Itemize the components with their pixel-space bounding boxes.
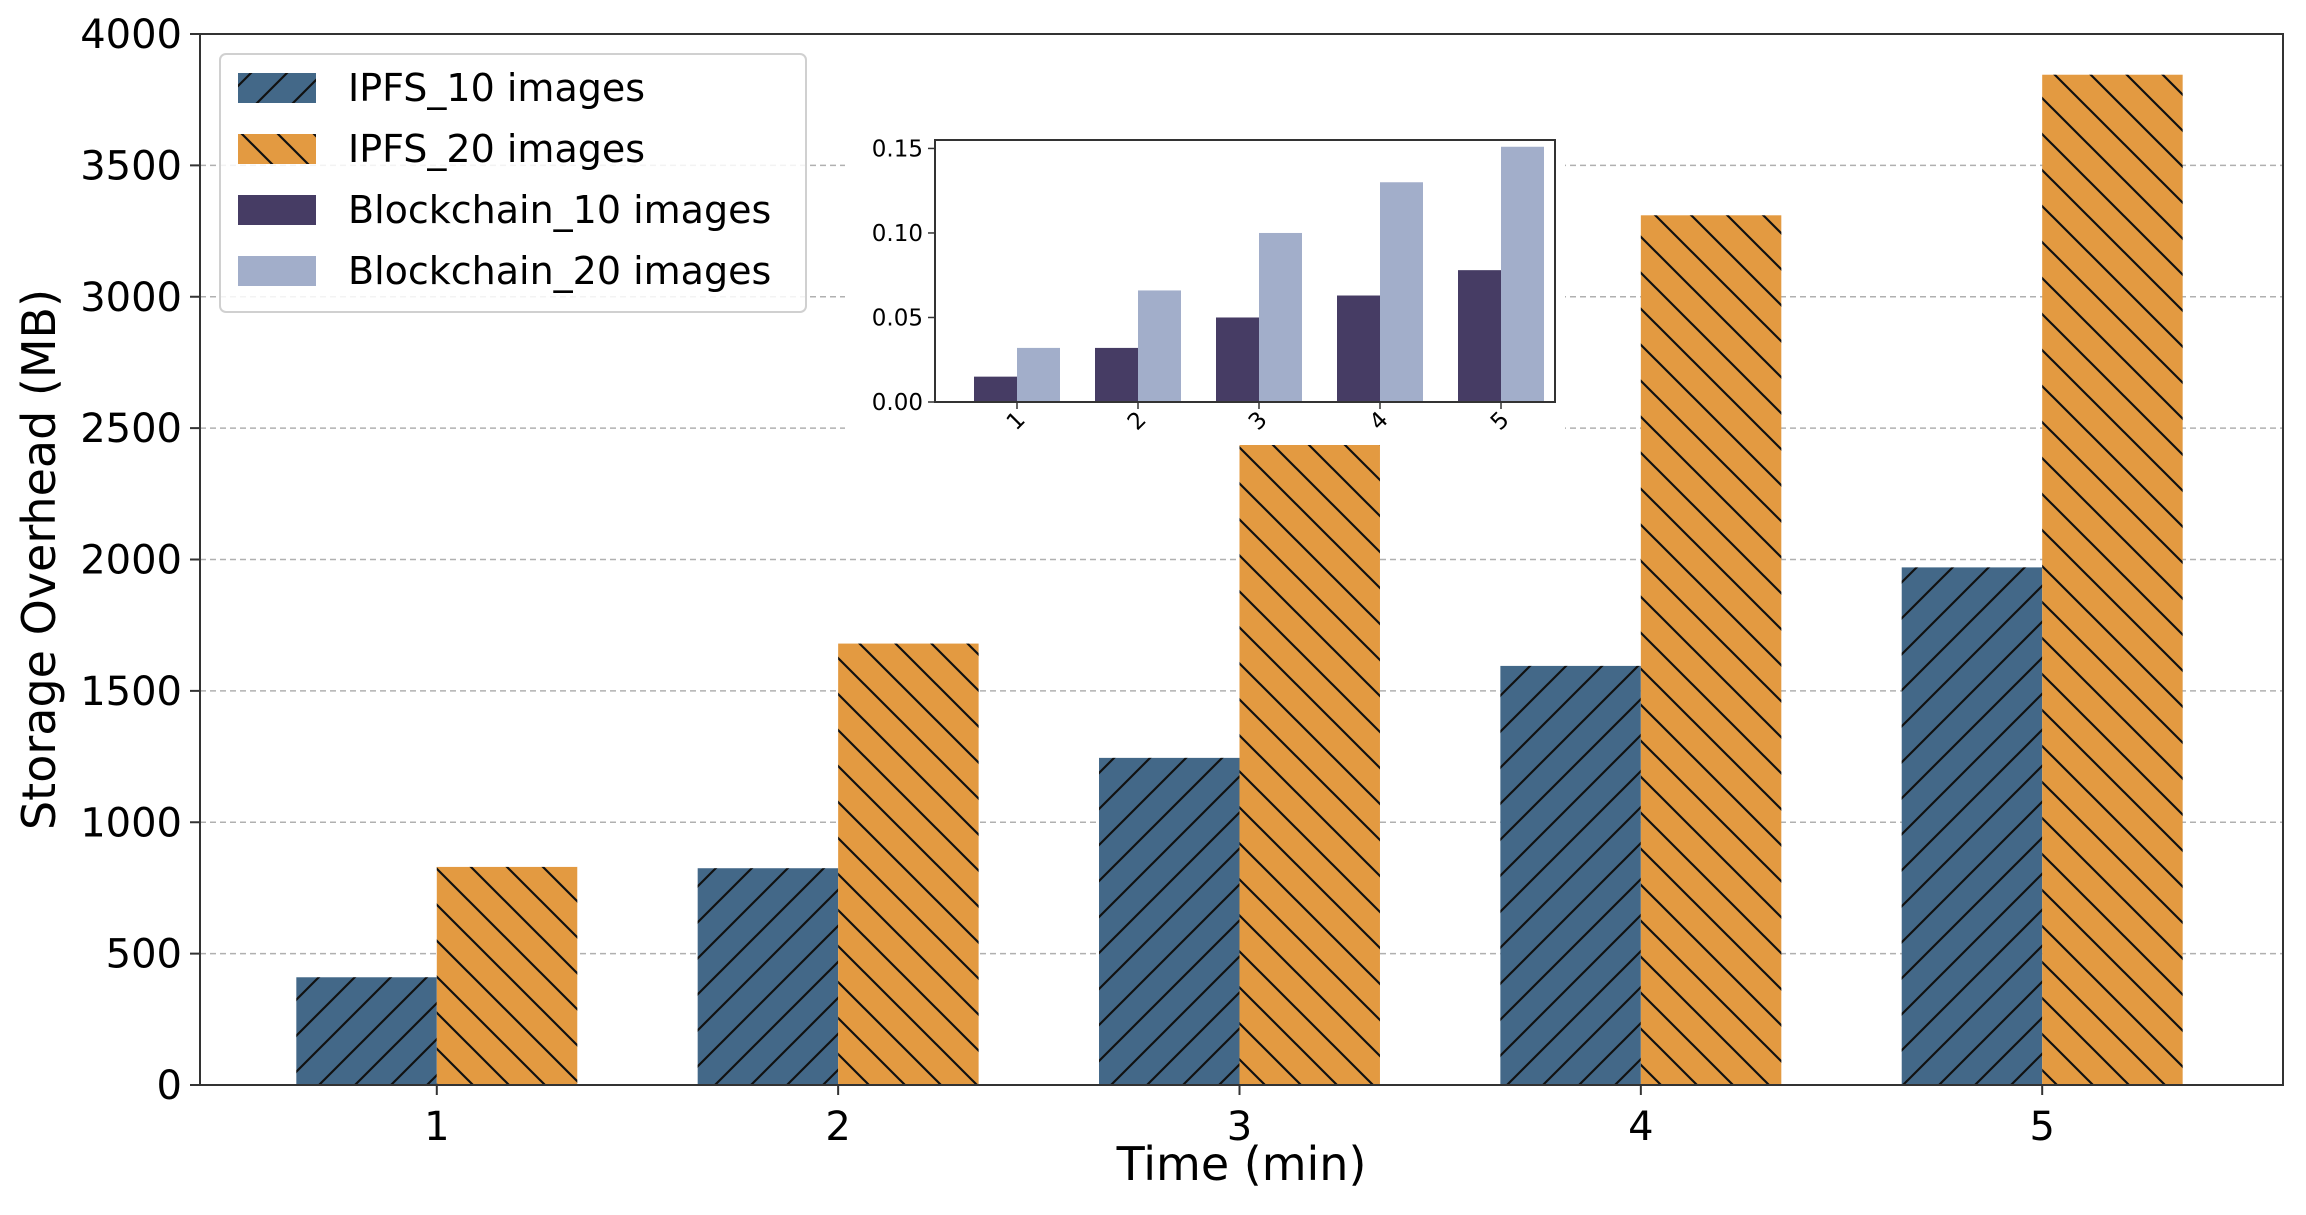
bar-hatch: [1500, 665, 1641, 1085]
inset-bar-blockchain-20-images-4: [1380, 182, 1423, 402]
inset-bar-blockchain-20-images-2: [1138, 290, 1181, 402]
y-tick-label: 1500: [80, 669, 182, 715]
inset-bar-blockchain-10-images-1: [974, 376, 1017, 402]
y-tick-label: 3500: [80, 143, 182, 189]
inset-y-tick-label: 0.15: [872, 136, 923, 162]
legend-swatch: [238, 195, 316, 225]
x-tick-label: 5: [2029, 1104, 2054, 1150]
x-tick-label: 3: [1227, 1104, 1252, 1150]
inset-bars: [974, 146, 1544, 402]
inset-bar-blockchain-10-images-4: [1337, 295, 1380, 402]
legend: IPFS_10 images IPFS_20 images Blockchain_1…: [219, 53, 807, 313]
y-tick-label: 0: [157, 1063, 182, 1109]
bar-hatch: [436, 866, 578, 1085]
main-axis-ticks: 0 500 1000 1500 2000 2500 3000 3500 4000 1 2 3 4 5: [80, 12, 2055, 1150]
legend-swatch-hatch: [238, 73, 316, 103]
x-axis-label: Time (min): [1116, 1137, 1367, 1191]
y-tick-label: 3000: [80, 275, 182, 321]
y-axis-label: Storage Overhead (MB): [12, 289, 66, 830]
inset-y-tick-label: 0.05: [872, 305, 923, 331]
y-tick-label: 1000: [80, 800, 182, 846]
inset-bar-blockchain-10-images-2: [1095, 347, 1138, 402]
bar-hatch: [1901, 567, 2043, 1085]
inset-y-tick-label: 0.00: [872, 390, 923, 416]
legend-label: IPFS_10 images: [348, 66, 645, 110]
bar-hatch: [838, 643, 979, 1085]
y-tick-label: 4000: [80, 12, 182, 58]
bar-hatch: [1239, 417, 1380, 1085]
y-tick-label: 500: [106, 932, 182, 978]
inset-chart: 1 2 3 4 50.000.050.100.15: [845, 128, 1565, 445]
inset-bar-blockchain-20-images-5: [1501, 146, 1544, 402]
y-tick-label: 2000: [80, 538, 182, 584]
inset-bar-blockchain-10-images-3: [1216, 317, 1259, 402]
x-tick-label: 2: [825, 1104, 850, 1150]
bar-hatch: [2042, 74, 2183, 1085]
y-tick-label: 2500: [80, 406, 182, 452]
x-tick-label: 4: [1628, 1104, 1653, 1150]
bar-hatch: [1640, 215, 1782, 1086]
inset-bar-blockchain-10-images-5: [1458, 270, 1501, 402]
inset-bar-blockchain-20-images-1: [1017, 347, 1060, 402]
legend-label: Blockchain_20 images: [348, 249, 771, 293]
bar-hatch: [296, 977, 437, 1085]
bar-hatch: [697, 868, 839, 1085]
legend-swatch-hatch: [238, 134, 316, 164]
legend-swatch: [238, 256, 316, 286]
inset-bar-blockchain-20-images-3: [1259, 232, 1302, 402]
legend-label: Blockchain_10 images: [348, 188, 771, 232]
inset-plot-frame: [934, 139, 1556, 403]
legend-label: IPFS_20 images: [348, 127, 645, 171]
inset-y-tick-label: 0.10: [872, 221, 923, 247]
legend-box: [219, 53, 807, 313]
x-tick-label: 1: [424, 1104, 449, 1150]
main-bars: [296, 74, 2183, 1086]
inset-background: [845, 128, 1565, 445]
bar-hatch: [1099, 757, 1240, 1085]
